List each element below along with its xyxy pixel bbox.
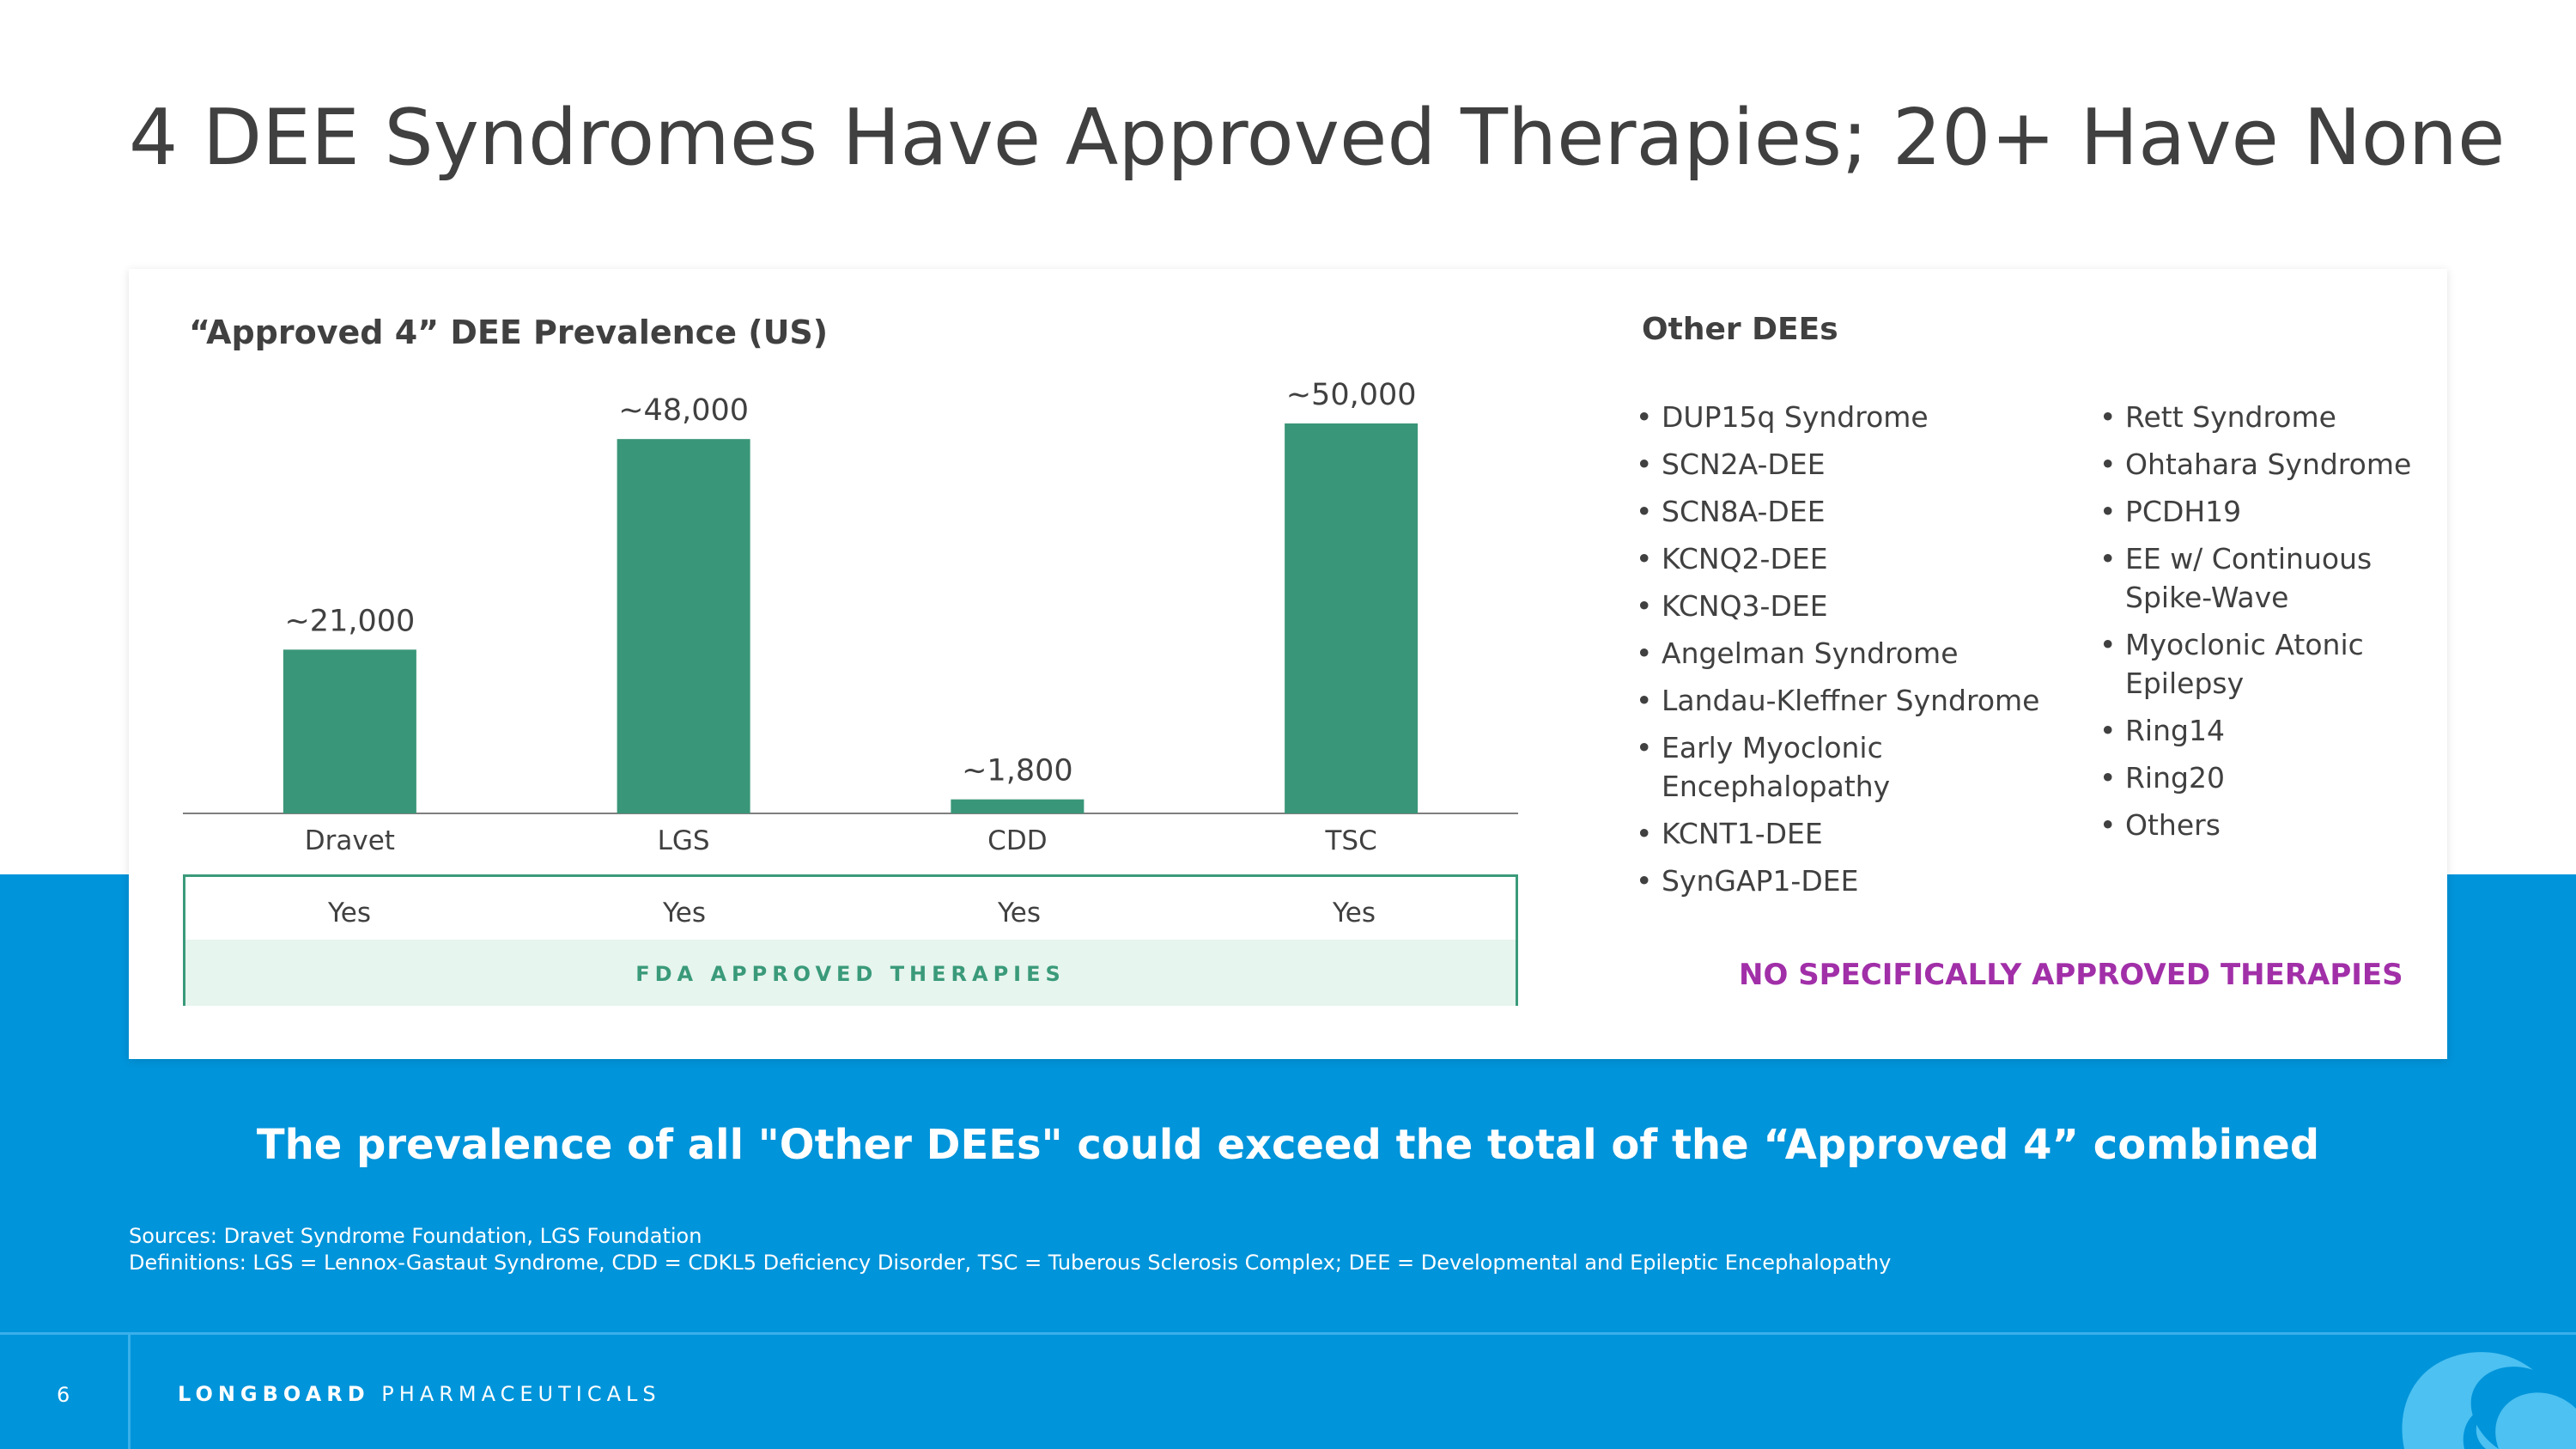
x-tick-label-cdd: CDD <box>987 825 1047 856</box>
prevalence-bar-chart: ~21,000 Dravet ~48,000 LGS ~1,800 CDD ~50,000 T… <box>183 378 1518 856</box>
data-label-cdd: ~1,800 <box>962 754 1073 788</box>
other-dee-left-item: SCN8A-DEE <box>1636 492 2048 531</box>
footer-vertical-divider <box>128 1335 131 1449</box>
bar-dravet <box>283 649 416 813</box>
other-dee-left-item: DUP15q Syndrome <box>1636 398 2048 436</box>
other-dee-right-item: Ring20 <box>2099 758 2443 797</box>
page-number: 6 <box>57 1383 70 1407</box>
sources-text: Sources: Dravet Syndrome Foundation, LGS… <box>129 1223 1891 1276</box>
prevalence-banner: The prevalence of all "Other DEEs" could… <box>256 1121 2320 1169</box>
other-dees-title: Other DEEs <box>1642 312 1838 347</box>
other-dee-right-item: PCDH19 <box>2099 492 2443 531</box>
other-dee-left-item: SCN2A-DEE <box>1636 445 2048 484</box>
page-title: 4 DEE Syndromes Have Approved Therapies;… <box>129 93 2506 183</box>
brand-bold: LONGBOARD <box>178 1382 370 1406</box>
data-label-tsc: ~50,000 <box>1286 378 1417 412</box>
fda-yes-cdd: Yes <box>997 898 1042 928</box>
brand-rest: PHARMACEUTICALS <box>381 1382 661 1406</box>
other-dee-left-item: KCNQ3-DEE <box>1636 587 2048 625</box>
other-dee-right-item: Myoclonic Atonic Epilepsy <box>2099 625 2443 703</box>
fda-yes-lgs: Yes <box>662 898 707 928</box>
bar-tsc <box>1285 423 1419 813</box>
other-dee-right-item: Rett Syndrome <box>2099 398 2443 436</box>
chart-title: “Approved 4” DEE Prevalence (US) <box>189 314 829 351</box>
other-dee-left-item: KCNT1-DEE <box>1636 814 2048 853</box>
definitions-line: Definitions: LGS = Lennox-Gastaut Syndro… <box>129 1251 1892 1275</box>
data-label-lgs: ~48,000 <box>618 393 749 428</box>
content-card: “Approved 4” DEE Prevalence (US) ~21,000… <box>129 269 2447 1059</box>
other-dee-left-item: Landau-Kleffner Syndrome <box>1636 681 2048 720</box>
fda-approved-label: FDA APPROVED THERAPIES <box>635 962 1066 986</box>
other-dees-list-left: DUP15q Syndrome SCN2A-DEE SCN8A-DEE KCNQ2-D… <box>1636 398 2048 909</box>
other-dee-left-item: Early Myoclonic Encephalopathy <box>1636 728 2048 806</box>
brand-wordmark: LONGBOARD PHARMACEUTICALS <box>178 1382 661 1406</box>
other-dee-left-item: KCNQ2-DEE <box>1636 539 2048 578</box>
fda-label-band: FDA APPROVED THERAPIES <box>185 940 1516 1006</box>
fda-approval-table: Yes Yes Yes Yes FDA APPROVED THERAPIES <box>183 874 1518 1006</box>
x-tick-label-lgs: LGS <box>658 825 710 856</box>
other-dee-right-item: Ring14 <box>2099 711 2443 750</box>
other-dee-left-item: SynGAP1-DEE <box>1636 861 2048 900</box>
other-dee-right-item: Ohtahara Syndrome <box>2099 445 2443 484</box>
data-label-dravet: ~21,000 <box>284 604 415 638</box>
other-dee-left-item: Angelman Syndrome <box>1636 634 2048 673</box>
bar-lgs <box>617 439 750 813</box>
other-dee-right-item: EE w/ Continuous Spike-Wave <box>2099 539 2443 617</box>
x-tick-label-dravet: Dravet <box>305 825 395 856</box>
fda-yes-dravet: Yes <box>327 898 372 928</box>
bar-cdd <box>951 799 1084 813</box>
other-dee-right-item: Others <box>2099 806 2443 844</box>
x-tick-label-tsc: TSC <box>1324 825 1376 856</box>
no-approved-therapies-note: NO SPECIFICALLY APPROVED THERAPIES <box>1739 958 2403 992</box>
sources-line: Sources: Dravet Syndrome Foundation, LGS… <box>129 1224 702 1248</box>
wave-logo-icon <box>2402 1352 2576 1449</box>
fda-yes-tsc: Yes <box>1332 898 1376 928</box>
other-dees-list-right: Rett Syndrome Ohtahara Syndrome PCDH19 EE w… <box>2099 398 2443 853</box>
footer-divider <box>0 1332 2576 1335</box>
